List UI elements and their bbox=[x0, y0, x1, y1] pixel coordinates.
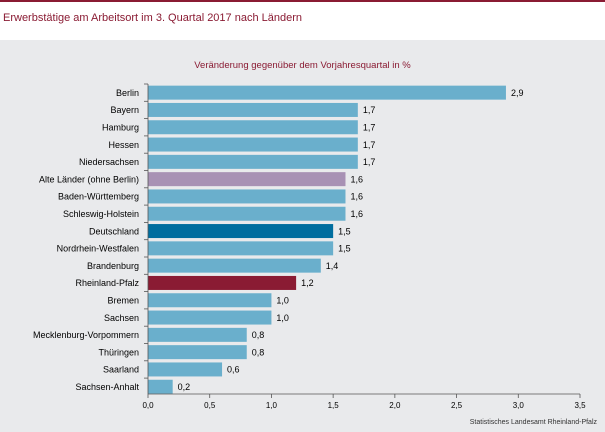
bar bbox=[148, 224, 334, 239]
category-label: Thüringen bbox=[98, 347, 139, 357]
value-label: 1,5 bbox=[338, 226, 351, 236]
x-tick-label: 1,0 bbox=[266, 401, 278, 410]
category-label: Sachsen-Anhalt bbox=[75, 382, 139, 392]
title-rule bbox=[0, 0, 605, 2]
bar bbox=[148, 120, 358, 135]
x-tick-label: 2,5 bbox=[451, 401, 463, 410]
bar bbox=[148, 258, 321, 273]
bar bbox=[148, 275, 297, 290]
category-label: Hessen bbox=[108, 140, 139, 150]
x-tick-label: 3,0 bbox=[513, 401, 525, 410]
value-label: 1,6 bbox=[350, 174, 363, 184]
bar bbox=[148, 85, 506, 100]
bar bbox=[148, 327, 247, 342]
x-tick-label: 2,0 bbox=[389, 401, 401, 410]
bar bbox=[148, 172, 346, 187]
category-label: Schleswig-Holstein bbox=[63, 209, 139, 219]
x-tick-label: 1,5 bbox=[328, 401, 340, 410]
category-label: Nordrhein-Westfalen bbox=[57, 244, 139, 254]
category-label: Berlin bbox=[116, 88, 139, 98]
value-label: 1,2 bbox=[301, 278, 314, 288]
bar bbox=[148, 154, 358, 169]
bar bbox=[148, 102, 358, 117]
bar bbox=[148, 362, 223, 377]
chart-subtitle: Veränderung gegenüber dem Vorjahresquart… bbox=[194, 60, 411, 71]
source-note: Statistisches Landesamt Rheinland-Pfalz bbox=[469, 419, 597, 426]
bar bbox=[148, 137, 358, 152]
category-label: Niedersachsen bbox=[79, 157, 139, 167]
value-label: 1,7 bbox=[363, 122, 376, 132]
bar bbox=[148, 345, 247, 360]
category-label: Bayern bbox=[110, 105, 139, 115]
bar bbox=[148, 310, 272, 325]
value-label: 1,7 bbox=[363, 140, 376, 150]
category-label: Mecklenburg-Vorpommern bbox=[33, 330, 139, 340]
value-label: 1,5 bbox=[338, 244, 351, 254]
value-label: 1,4 bbox=[326, 261, 339, 271]
bar bbox=[148, 293, 272, 308]
category-label: Bremen bbox=[107, 295, 139, 305]
bar bbox=[148, 379, 173, 394]
value-label: 0,8 bbox=[252, 330, 265, 340]
x-tick-label: 0,0 bbox=[142, 401, 154, 410]
x-tick-label: 0,5 bbox=[204, 401, 216, 410]
value-label: 0,2 bbox=[178, 382, 191, 392]
bar bbox=[148, 206, 346, 221]
category-label: Baden-Württemberg bbox=[58, 192, 139, 202]
value-label: 1,6 bbox=[350, 192, 363, 202]
category-label: Brandenburg bbox=[87, 261, 139, 271]
value-label: 1,7 bbox=[363, 157, 376, 167]
chart-title: Erwerbstätige am Arbeitsort im 3. Quarta… bbox=[3, 12, 302, 24]
value-label: 1,7 bbox=[363, 105, 376, 115]
bar bbox=[148, 189, 346, 204]
category-label: Saarland bbox=[103, 365, 139, 375]
value-label: 0,6 bbox=[227, 365, 240, 375]
category-label: Hamburg bbox=[102, 122, 139, 132]
category-label: Alte Länder (ohne Berlin) bbox=[39, 174, 139, 184]
category-label: Rheinland-Pfalz bbox=[75, 278, 139, 288]
value-label: 0,8 bbox=[252, 347, 265, 357]
category-label: Sachsen bbox=[104, 313, 139, 323]
bar bbox=[148, 241, 334, 256]
value-label: 1,0 bbox=[276, 295, 289, 305]
value-label: 1,6 bbox=[350, 209, 363, 219]
header-band bbox=[0, 2, 605, 40]
x-tick-label: 3,5 bbox=[574, 401, 586, 410]
value-label: 2,9 bbox=[511, 88, 524, 98]
category-label: Deutschland bbox=[89, 226, 139, 236]
value-label: 1,0 bbox=[276, 313, 289, 323]
